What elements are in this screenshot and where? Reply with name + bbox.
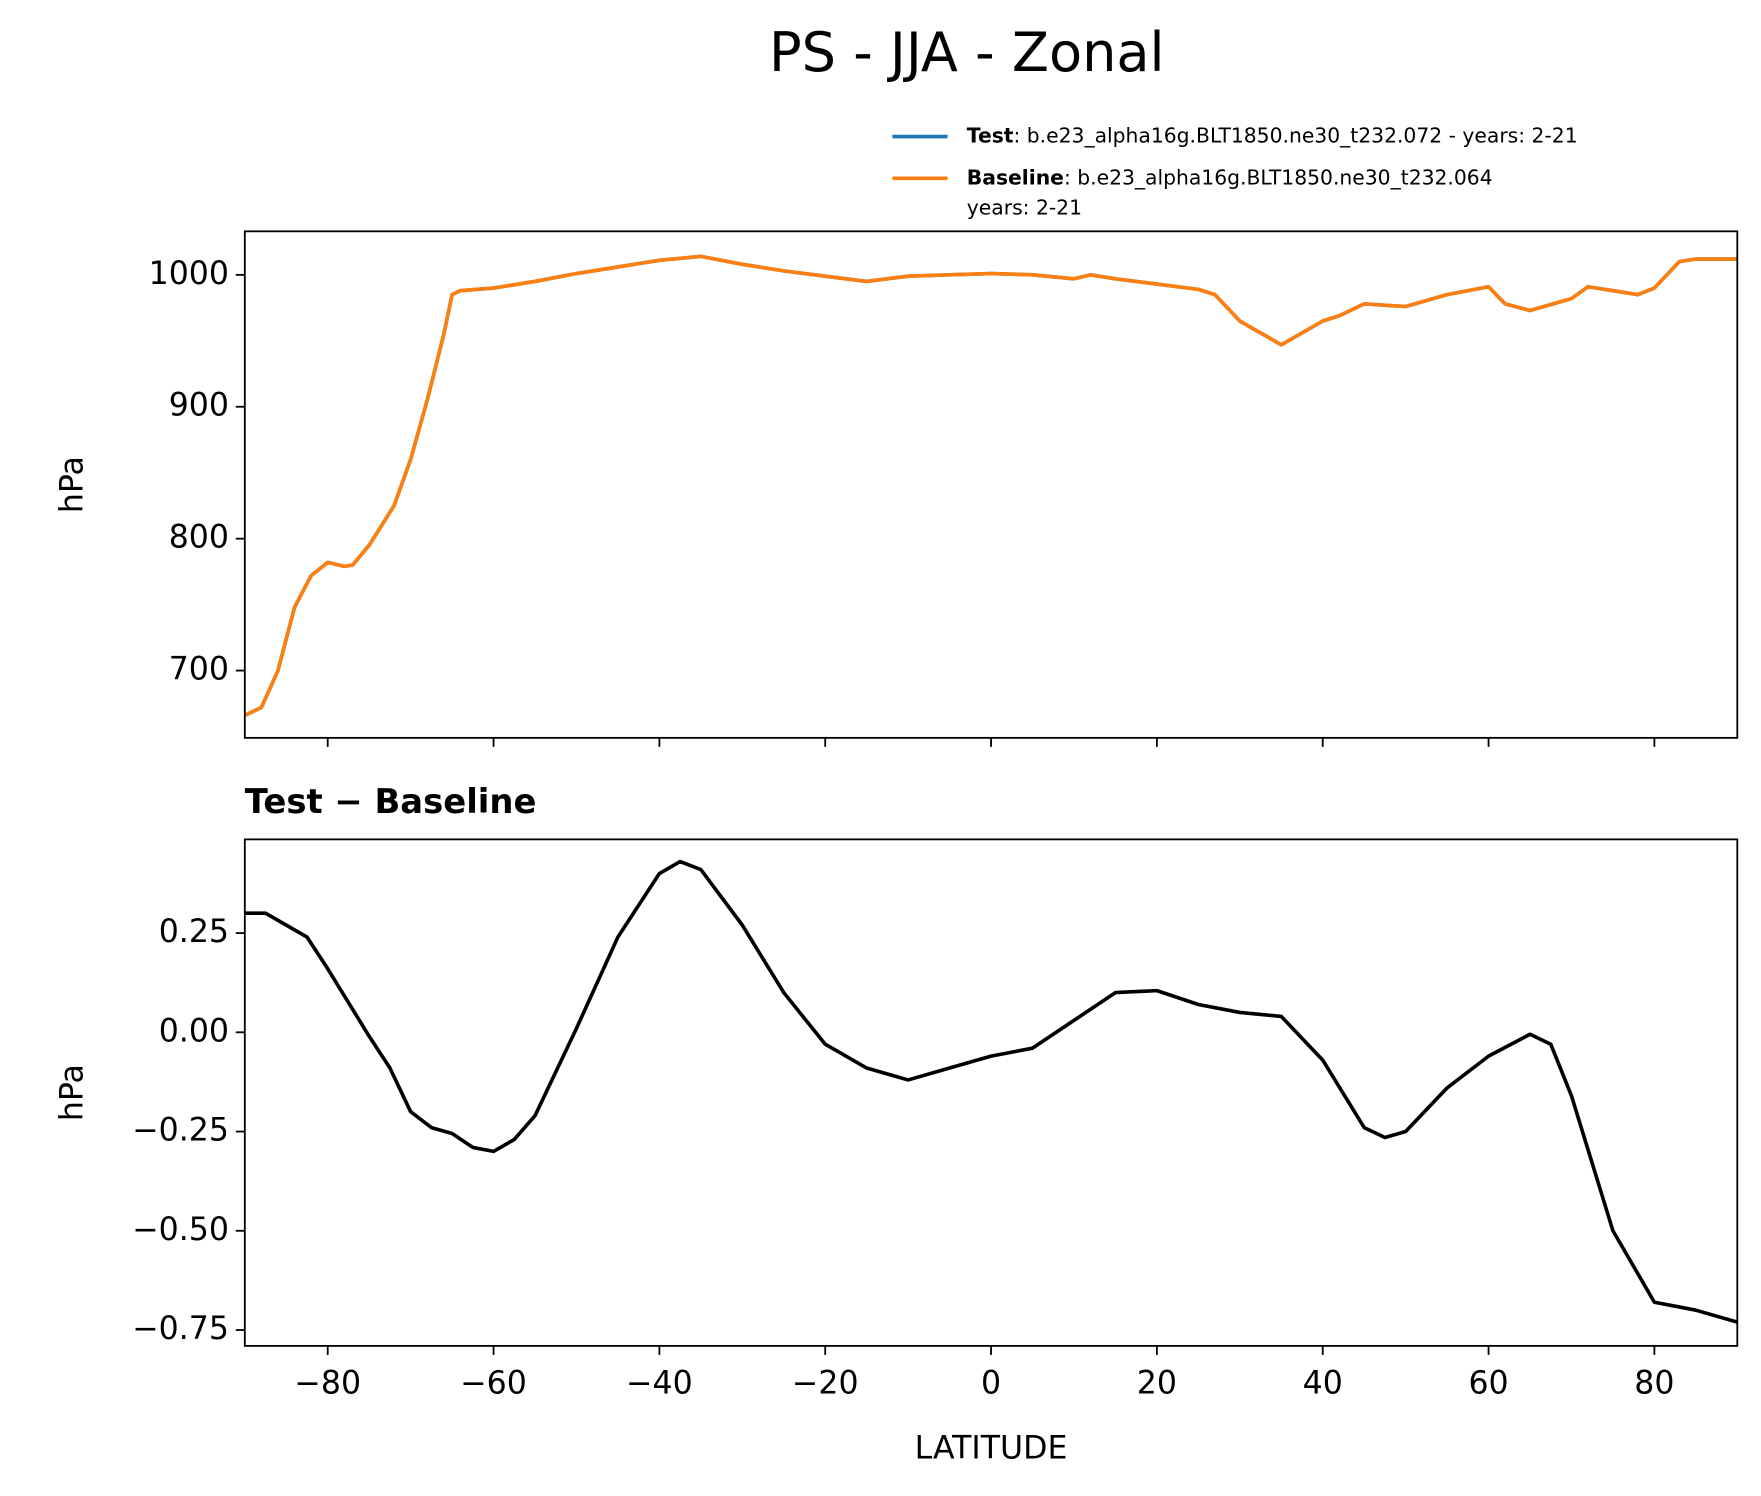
- legend-entry: Test: b.e23_alpha16g.BLT1850.ne30_t232.0…: [967, 124, 1578, 149]
- data-line: [244, 254, 1738, 718]
- x-tick-label: 0: [981, 1365, 1001, 1401]
- y-tick-label: 0.25: [159, 914, 229, 950]
- y-axis-label: hPa: [54, 1064, 90, 1121]
- x-tick-label: −60: [460, 1365, 527, 1401]
- legend-name: Test: [967, 124, 1014, 148]
- data-line: [244, 254, 1738, 718]
- data-line: [244, 859, 1738, 1324]
- y-tick-label: −0.75: [132, 1311, 229, 1347]
- y-tick-label: 800: [169, 520, 229, 556]
- legend-label: years: 2-21: [967, 196, 1082, 220]
- y-tick-label: 1000: [149, 256, 229, 292]
- x-axis-label: LATITUDE: [915, 1431, 1068, 1467]
- axes-title: Test − Baseline: [245, 782, 537, 821]
- y-tick-label: −0.50: [132, 1212, 229, 1248]
- legend-entry: Baseline: b.e23_alpha16g.BLT1850.ne30_t2…: [967, 165, 1493, 190]
- x-tick-label: 40: [1303, 1365, 1343, 1401]
- figure-title: PS - JJA - Zonal: [769, 21, 1165, 84]
- y-tick-label: −0.25: [132, 1113, 229, 1149]
- x-tick-label: −20: [792, 1365, 859, 1401]
- x-tick-label: 80: [1634, 1365, 1674, 1401]
- legend-label: : b.e23_alpha16g.BLT1850.ne30_t232.072 -…: [1014, 124, 1578, 149]
- x-tick-label: 60: [1468, 1365, 1508, 1401]
- legend-name: Baseline: [967, 165, 1064, 189]
- axes-frame: [243, 838, 1739, 1347]
- x-tick-label: −80: [294, 1365, 361, 1401]
- y-tick-label: 900: [169, 388, 229, 424]
- x-tick-label: 20: [1137, 1365, 1177, 1401]
- y-tick-label: 700: [169, 652, 229, 688]
- y-axis-label: hPa: [54, 456, 90, 513]
- y-tick-label: 0.00: [159, 1013, 229, 1049]
- x-tick-label: −40: [626, 1365, 693, 1401]
- legend-label: : b.e23_alpha16g.BLT1850.ne30_t232.064: [1064, 165, 1493, 190]
